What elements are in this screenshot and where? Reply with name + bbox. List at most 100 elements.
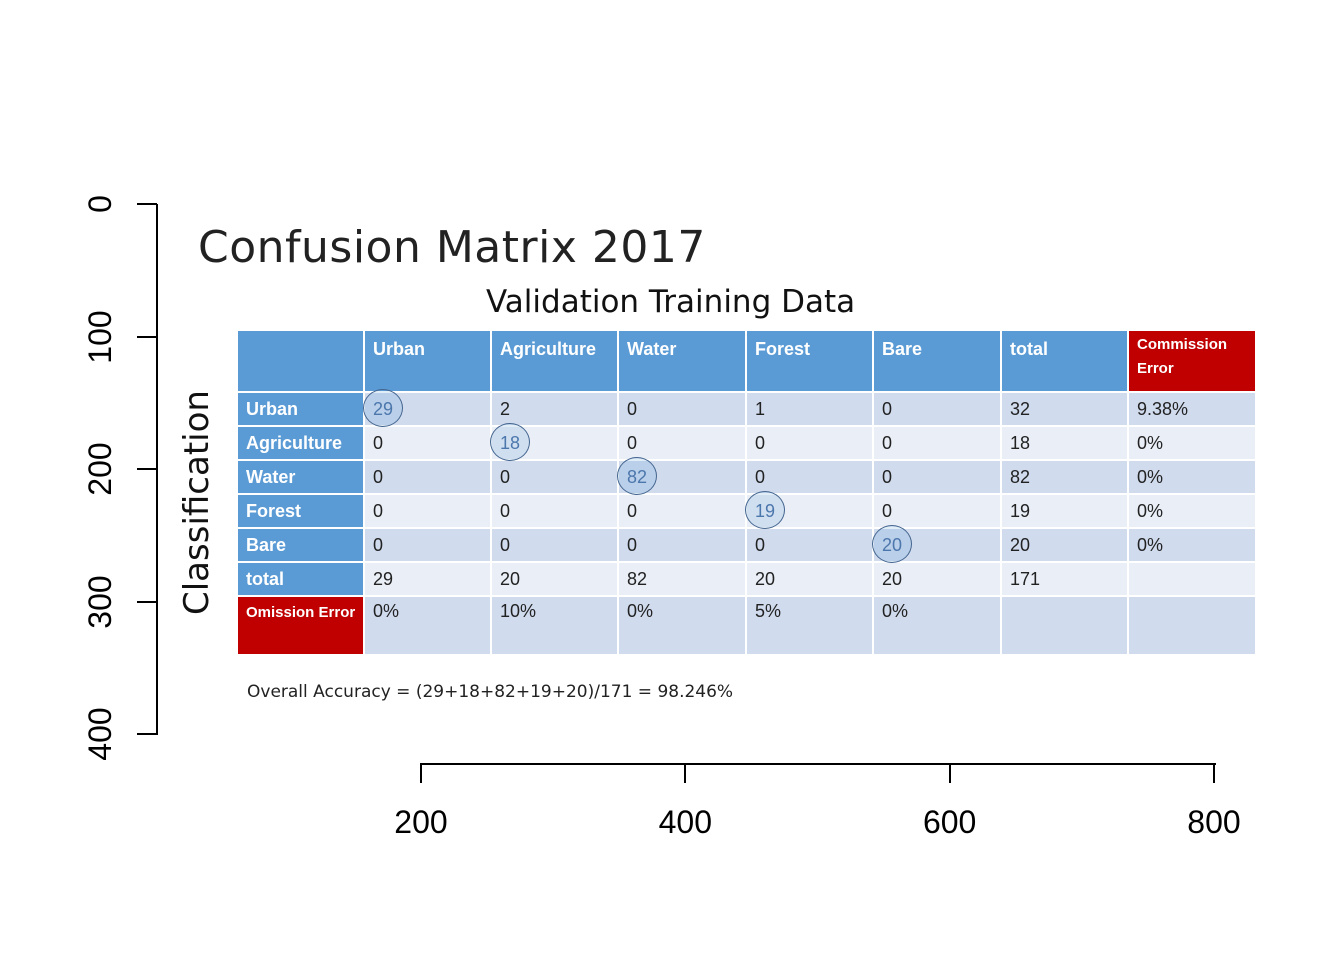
diagonal-highlight: 18 (489, 422, 531, 461)
column-header: Bare (872, 329, 1002, 393)
table-cell: 18 (1000, 425, 1129, 461)
table-cell: 0% (1127, 493, 1257, 529)
y-tick-mark (137, 335, 157, 338)
y-axis-line (156, 204, 158, 735)
row-header: Agriculture (236, 425, 365, 461)
table-cell: 20 (871, 524, 1002, 563)
table-row: Omission Error 0% 10% 0% 5% 0% (236, 595, 1257, 656)
table-cell: 32 (1000, 391, 1129, 427)
chart-subtitle: Validation Training Data (486, 284, 856, 320)
row-header: Omission Error (236, 595, 365, 656)
header-corner (236, 329, 365, 393)
table-cell: 20 (1000, 527, 1129, 563)
table-cell: 2 (490, 391, 619, 427)
table-cell: 19 (1000, 493, 1129, 529)
table-cell (1127, 561, 1257, 597)
table-cell: 0 (745, 459, 874, 495)
table-cell: 29 (363, 561, 492, 597)
y-tick-label: 200 (82, 442, 118, 496)
table-cell: 0% (1127, 459, 1257, 495)
table-cell: 0 (745, 527, 874, 563)
table-cell: 0 (490, 493, 619, 529)
table-cell (1127, 595, 1257, 656)
diagonal-highlight: 20 (871, 524, 913, 563)
y-tick-label: 400 (82, 707, 118, 761)
table-cell: 0 (872, 493, 1002, 529)
table-cell: 0 (745, 425, 874, 461)
table-cell: 0 (872, 425, 1002, 461)
y-tick-label: 0 (82, 195, 118, 213)
diagonal-highlight: 29 (362, 388, 404, 427)
table-cell: 0 (363, 493, 492, 529)
table-row: Bare 0 0 0 0 20 20 0% (236, 524, 1257, 563)
column-header: total (1000, 329, 1129, 393)
table-cell: 9.38% (1127, 391, 1257, 427)
column-header: Forest (745, 329, 874, 393)
table-cell: 0 (617, 425, 747, 461)
table-row: Agriculture 0 18 0 0 0 18 0% (236, 422, 1257, 461)
row-header: Water (236, 459, 365, 495)
x-tick-label: 800 (1187, 804, 1241, 840)
row-header: Forest (236, 493, 365, 529)
table-cell: 18 (489, 422, 619, 461)
column-header: Urban (363, 329, 492, 393)
column-header: Water (617, 329, 747, 393)
x-tick-mark (420, 763, 422, 783)
table-cell: 10% (490, 595, 619, 656)
chart-title: Confusion Matrix 2017 (198, 222, 706, 273)
y-tick-label: 300 (82, 574, 118, 629)
row-axis-label: Classification (177, 390, 217, 615)
row-header: total (236, 561, 365, 597)
table-cell: 0% (872, 595, 1002, 656)
table-cell: 0 (872, 391, 1002, 427)
table-cell: 0 (872, 459, 1002, 495)
table-cell: 29 (362, 388, 492, 427)
table-cell: 0 (617, 527, 747, 563)
table-row: Forest 0 0 0 19 0 19 0% (236, 490, 1257, 529)
table-cell: 0% (363, 595, 492, 656)
table-cell: 82 (616, 456, 747, 495)
table-cell: 20 (490, 561, 619, 597)
y-tick-mark (137, 203, 157, 205)
x-axis-line (421, 763, 1216, 765)
diagonal-highlight: 82 (616, 456, 658, 495)
row-header: Urban (236, 391, 365, 427)
row-header: Bare (236, 527, 365, 563)
table-cell: 0 (363, 527, 492, 563)
y-tick-mark (137, 733, 157, 735)
x-tick-label: 200 (394, 804, 448, 840)
column-header: Commission Error (1127, 329, 1257, 393)
table-cell: 82 (617, 561, 747, 597)
table-cell: 0% (617, 595, 747, 656)
y-tick-mark (137, 468, 157, 470)
table-cell: 0 (490, 459, 619, 495)
x-tick-mark (1213, 763, 1215, 783)
y-tick-mark (137, 600, 157, 603)
table-cell: 171 (1000, 561, 1129, 597)
table-cell: 1 (745, 391, 874, 427)
y-tick-label: 100 (82, 309, 118, 364)
table-row: total 29 20 82 20 20 171 (236, 561, 1257, 597)
table-cell: 19 (744, 490, 874, 529)
table-row: Water 0 0 82 0 0 82 0% (236, 456, 1257, 495)
table-cell: 0 (363, 425, 492, 461)
column-header: Agriculture (490, 329, 619, 393)
confusion-matrix-table: Urban Agriculture Water Forest Bare total Comm… (236, 329, 1257, 656)
table-cell: 20 (872, 561, 1002, 597)
table-header-row: Urban Agriculture Water Forest Bare total Comm… (236, 329, 1257, 393)
x-tick-label: 600 (922, 804, 977, 840)
table-cell: 5% (745, 595, 874, 656)
table-cell (1000, 595, 1129, 656)
overall-accuracy: Overall Accuracy = (29+18+82+19+20)/171 … (247, 682, 734, 702)
diagonal-highlight: 19 (744, 490, 786, 529)
table-cell: 0 (363, 459, 492, 495)
table-cell: 20 (745, 561, 874, 597)
table-cell: 0 (490, 527, 619, 563)
x-tick-mark (948, 763, 951, 783)
x-tick-label: 400 (658, 804, 713, 840)
table-cell: 0 (617, 391, 747, 427)
table-cell: 0% (1127, 425, 1257, 461)
table-cell: 0 (617, 493, 747, 529)
table-cell: 82 (1000, 459, 1129, 495)
x-tick-mark (684, 763, 687, 783)
